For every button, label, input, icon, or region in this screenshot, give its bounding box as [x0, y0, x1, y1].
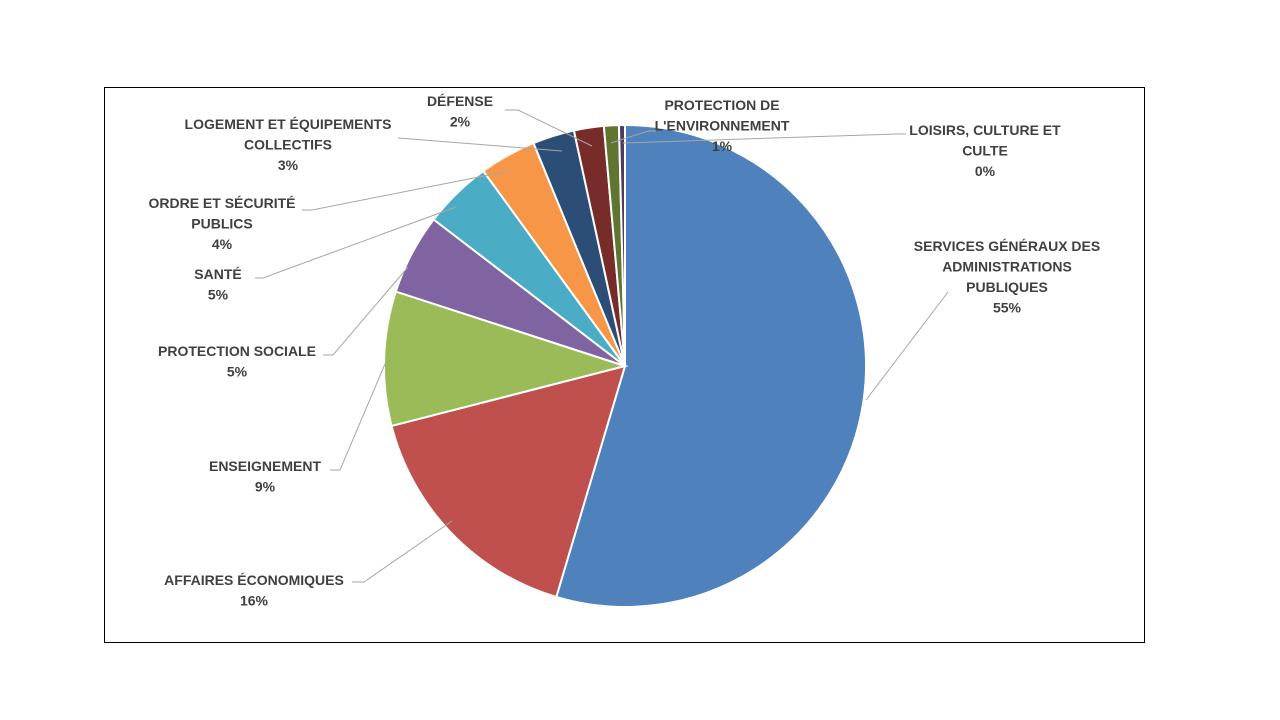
slice-label: LOGEMENT ET ÉQUIPEMENTS COLLECTIFS 3%: [185, 116, 392, 173]
slice-name: DÉFENSE: [427, 93, 493, 109]
leader-line: [352, 520, 453, 583]
leader-line: [865, 291, 949, 401]
slice-label: ENSEIGNEMENT 9%: [209, 458, 321, 495]
slice-label: SERVICES GÉNÉRAUX DES ADMINISTRATIONS PUBL…: [914, 238, 1100, 316]
data-labels: SERVICES GÉNÉRAUX DES ADMINISTRATIONS PUBL…: [148, 93, 1100, 609]
slice-name: SERVICES GÉNÉRAUX DES: [914, 238, 1100, 254]
leader-line: [610, 130, 656, 144]
slice-name: PUBLIQUES: [966, 279, 1048, 295]
leader-line: [255, 206, 457, 279]
slice-name: COLLECTIFS: [244, 137, 332, 153]
slice-percent: 3%: [278, 157, 299, 173]
slice-label: ORDRE ET SÉCURITÉ PUBLICS 4%: [148, 195, 295, 252]
leader-line: [397, 137, 563, 152]
leader-line: [323, 266, 409, 356]
slice-label: DÉFENSE 2%: [427, 93, 493, 130]
slice-name: AFFAIRES ÉCONOMIQUES: [164, 572, 344, 588]
slice-name: ADMINISTRATIONS: [942, 259, 1072, 275]
slice-name: LOGEMENT ET ÉQUIPEMENTS: [185, 116, 392, 132]
pie-slices: [383, 123, 867, 608]
slice-name: ORDRE ET SÉCURITÉ: [148, 195, 295, 211]
slice-name: PROTECTION DE: [664, 97, 779, 113]
slice-name: SANTÉ: [194, 266, 241, 282]
pie-slice: [390, 364, 627, 599]
leader-lines: [255, 109, 949, 583]
slice-percent: 9%: [255, 479, 276, 495]
pie-slice: [617, 123, 626, 367]
slice-percent: 0%: [975, 163, 996, 179]
slice-label: AFFAIRES ÉCONOMIQUES 16%: [164, 572, 344, 609]
slice-name: PUBLICS: [191, 216, 252, 232]
slice-name: CULTE: [962, 143, 1008, 159]
pie-slice: [555, 123, 867, 608]
leader-line: [622, 133, 906, 144]
slice-label: SANTÉ 5%: [194, 266, 241, 303]
slice-percent: 16%: [240, 593, 269, 609]
slice-percent: 2%: [450, 114, 471, 130]
leader-line: [302, 170, 510, 211]
slice-label: PROTECTION DE L'ENVIRONNEMENT 1%: [655, 97, 790, 154]
slice-label: PROTECTION SOCIALE 5%: [158, 343, 316, 380]
leader-line: [505, 109, 593, 147]
slice-name: LOISIRS, CULTURE ET: [909, 122, 1061, 138]
slice-percent: 5%: [227, 364, 248, 380]
slice-percent: 5%: [208, 287, 229, 303]
pie-slice: [383, 290, 629, 428]
slice-name: ENSEIGNEMENT: [209, 458, 321, 474]
slice-percent: 4%: [212, 236, 233, 252]
leader-line: [330, 363, 386, 471]
slice-percent: 1%: [712, 138, 733, 154]
slice-label: LOISIRS, CULTURE ET CULTE 0%: [909, 122, 1061, 179]
slice-percent: 55%: [993, 300, 1022, 316]
slice-name: PROTECTION SOCIALE: [158, 343, 316, 359]
slice-name: L'ENVIRONNEMENT: [655, 118, 790, 134]
